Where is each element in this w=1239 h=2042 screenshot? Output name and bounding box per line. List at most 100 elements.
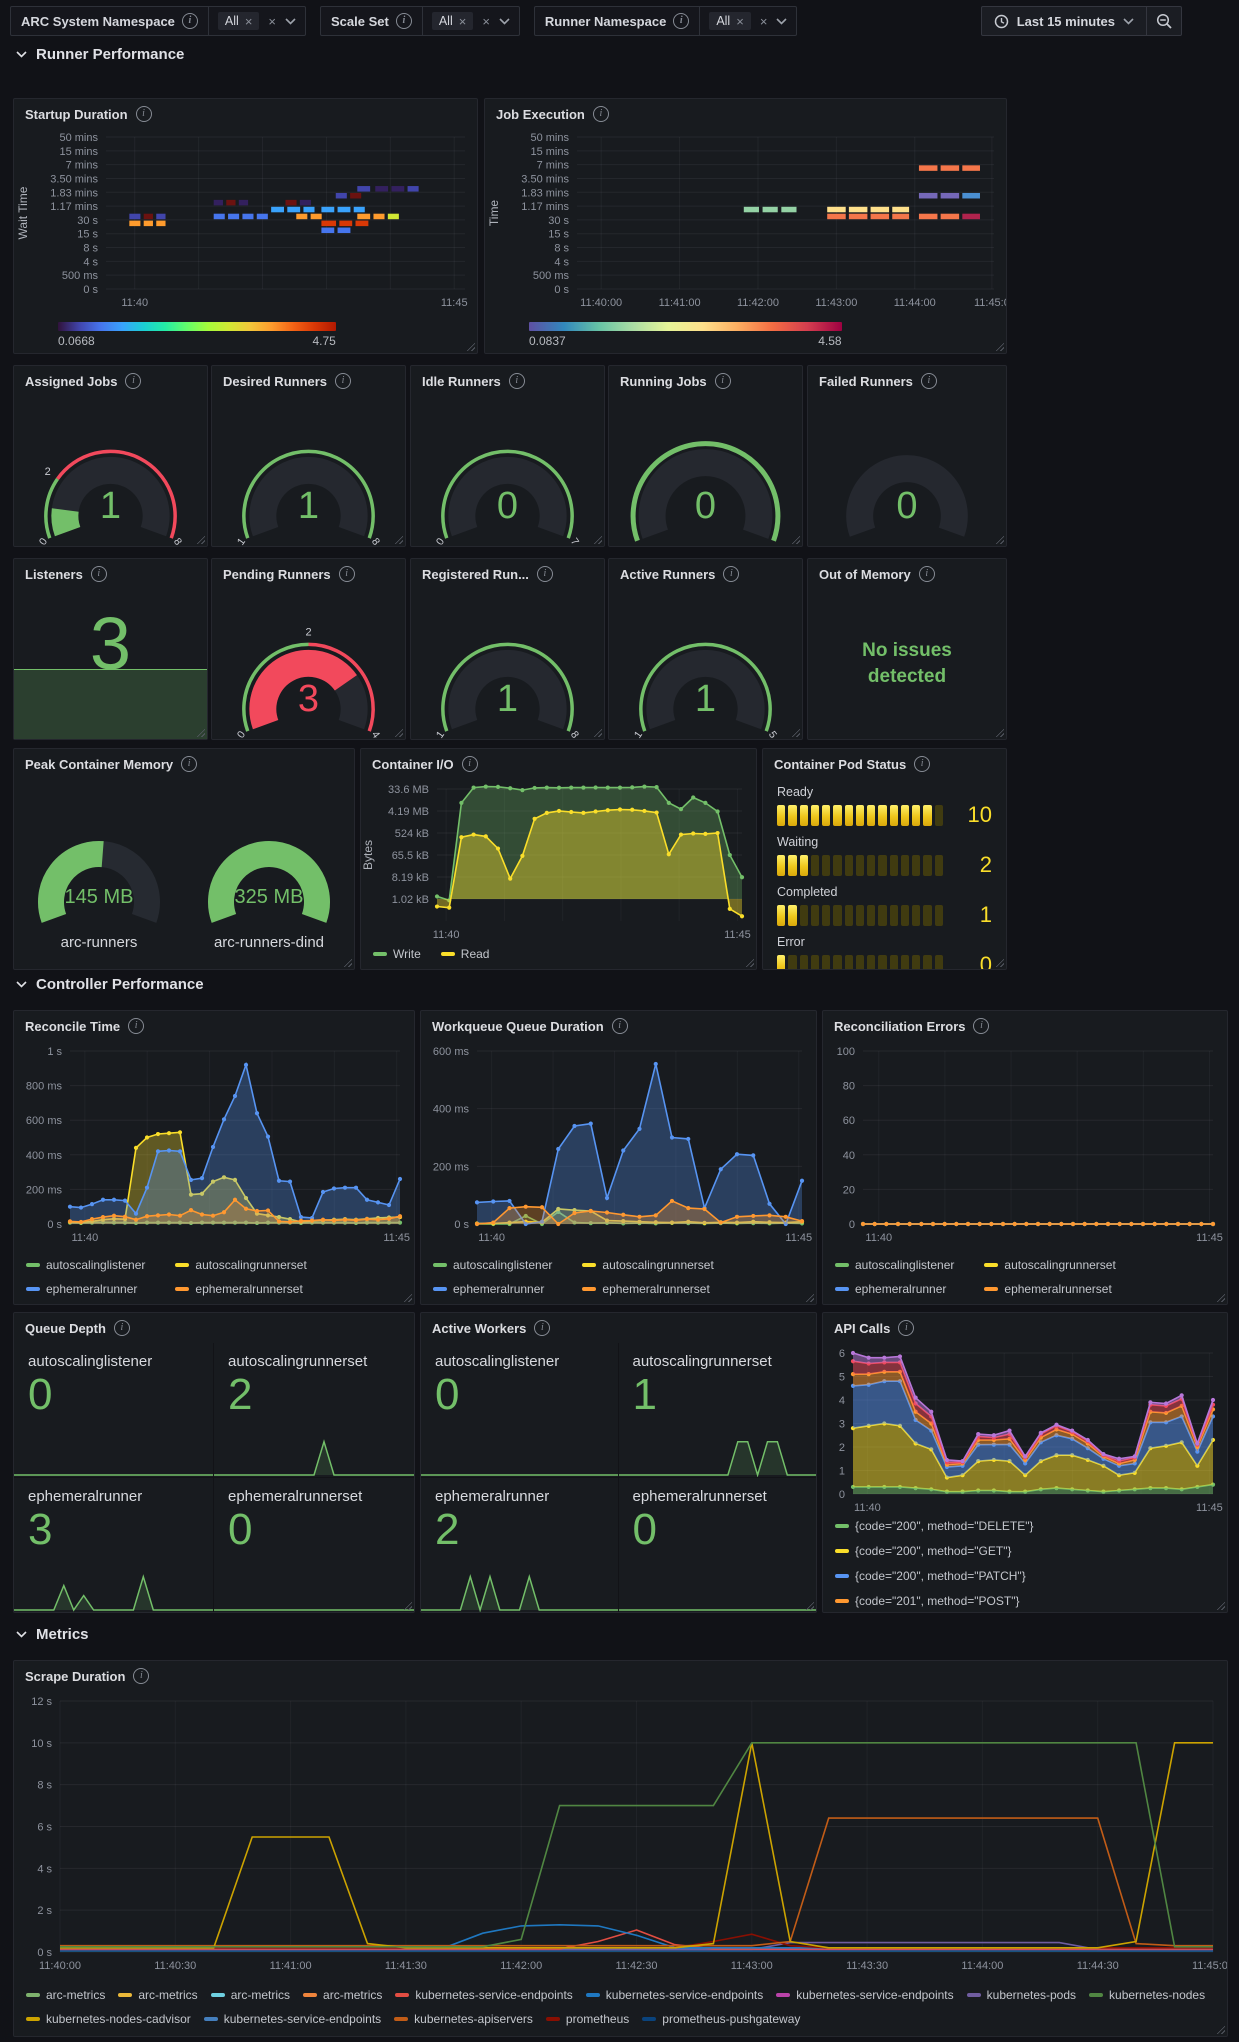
gauge[interactable]: 0 <box>609 396 802 546</box>
chart-canvas[interactable]: 600 ms 400 ms 200 ms 0 s 11:40 11:45 <box>421 1041 816 1246</box>
failed-runners-gauge[interactable]: 0 <box>808 396 1006 546</box>
startup-duration-heatmap[interactable]: 50 mins 15 mins 7 mins 3.50 mins 1.83 mins 1.… <box>14 129 477 353</box>
panel-header[interactable]: Workqueue Queue Duration i <box>421 1011 816 1041</box>
running-jobs-gauge[interactable]: 0 <box>609 396 802 546</box>
gauge[interactable]: 1 1 8 <box>212 396 405 546</box>
panel-title[interactable]: Listeners <box>25 566 83 582</box>
info-icon[interactable]: i <box>461 756 478 772</box>
chart-canvas[interactable]: 100 80 60 40 20 0 11:40 11:45 <box>823 1041 1227 1246</box>
panel-header[interactable]: Out of Memory i <box>808 559 1006 589</box>
resize-handle-icon[interactable] <box>465 341 475 351</box>
queue-depth-stats[interactable]: autoscalinglistener 0 autoscalingrunnerset… <box>14 1343 414 1612</box>
out-of-memory-stat[interactable]: No issues detected <box>808 589 1006 739</box>
info-icon[interactable]: i <box>181 756 198 772</box>
info-icon[interactable]: i <box>508 373 525 389</box>
filter-chip[interactable]: All × <box>217 12 260 30</box>
legend-item[interactable]: kubernetes-service-endpoints <box>203 2012 381 2026</box>
gauge[interactable]: 0 <box>808 396 1006 546</box>
filter-chip[interactable]: All × <box>709 12 751 30</box>
resize-handle-icon[interactable] <box>1215 1292 1225 1302</box>
registered-runners-gauge[interactable]: 1 1 8 <box>411 589 604 739</box>
job-execution-heatmap[interactable]: 50 mins 15 mins 7 mins 3.50 mins 1.83 mins 1.… <box>485 129 1006 353</box>
panel-header[interactable]: Container I/O i <box>361 749 756 779</box>
gauge[interactable]: 3 0 4 2 <box>212 589 405 739</box>
info-icon[interactable]: i <box>338 566 355 582</box>
resize-handle-icon[interactable] <box>592 534 602 544</box>
panel-header[interactable]: Pending Runners i <box>212 559 405 589</box>
info-icon[interactable]: i <box>973 1018 990 1034</box>
info-icon[interactable]: i <box>898 1320 915 1336</box>
info-icon[interactable]: i <box>920 373 937 389</box>
resize-handle-icon[interactable] <box>402 1292 412 1302</box>
legend-item[interactable]: kubernetes-service-endpoints <box>585 1988 763 2002</box>
stat-autoscalingrunnerset[interactable]: autoscalingrunnerset 2 <box>214 1343 414 1478</box>
panel-title[interactable]: Active Workers <box>432 1320 527 1336</box>
legend-item[interactable]: arc-metrics <box>118 1988 198 2002</box>
stat-ephemeralrunner[interactable]: ephemeralrunner 3 <box>14 1477 214 1612</box>
panel-header[interactable]: Registered Run... i <box>411 559 604 589</box>
panel-title[interactable]: Container Pod Status <box>774 756 907 772</box>
panel-title[interactable]: Workqueue Queue Duration <box>432 1018 604 1034</box>
resize-handle-icon[interactable] <box>994 534 1004 544</box>
bargauge-cells[interactable] <box>777 904 946 926</box>
info-icon[interactable]: i <box>592 106 609 122</box>
gauge[interactable]: 1 1 5 <box>609 589 802 739</box>
panel-title[interactable]: Scrape Duration <box>25 1668 126 1684</box>
filter-label[interactable]: ARC System Namespace i <box>10 6 209 36</box>
legend-item[interactable]: kubernetes-service-endpoints <box>395 1988 573 2002</box>
resize-handle-icon[interactable] <box>195 534 205 544</box>
panel-header[interactable]: Assigned Jobs i <box>14 366 207 396</box>
legend-item[interactable]: autoscalinglistener <box>26 1258 145 1272</box>
legend-item[interactable]: arc-metrics <box>303 1988 382 2002</box>
resize-handle-icon[interactable] <box>804 1292 814 1302</box>
info-icon[interactable]: i <box>536 566 553 582</box>
panel-title[interactable]: API Calls <box>834 1320 891 1336</box>
container-io-chart[interactable]: 33.6 MB 4.19 MB 524 kB 65.5 kB 8.19 kB 1.02 k… <box>361 779 756 969</box>
panel-title[interactable]: Pending Runners <box>223 566 331 582</box>
section-runner-performance[interactable]: Runner Performance <box>16 46 184 63</box>
legend-item[interactable]: ephemeralrunner <box>433 1282 552 1296</box>
section-metrics[interactable]: Metrics <box>16 1626 89 1643</box>
panel-title[interactable]: Reconcile Time <box>25 1018 121 1034</box>
legend-item[interactable]: kubernetes-pods <box>966 1988 1076 2002</box>
remove-icon[interactable]: × <box>736 13 744 29</box>
stat-autoscalinglistener[interactable]: autoscalinglistener 0 <box>421 1343 619 1478</box>
zoom-out-button[interactable] <box>1147 6 1182 36</box>
panel-title[interactable]: Assigned Jobs <box>25 373 118 389</box>
info-icon[interactable]: i <box>90 566 107 582</box>
panel-header[interactable]: Idle Runners i <box>411 366 604 396</box>
legend-item[interactable]: ephemeralrunner <box>835 1282 954 1296</box>
panel-header[interactable]: Scrape Duration i <box>14 1661 1227 1691</box>
panel-title[interactable]: Container I/O <box>372 756 454 772</box>
clear-icon[interactable]: × <box>759 13 768 29</box>
listeners-stat[interactable]: 3 <box>14 589 207 739</box>
panel-title[interactable]: Job Execution <box>496 106 585 122</box>
resize-handle-icon[interactable] <box>592 727 602 737</box>
legend-item[interactable]: ephemeralrunner <box>26 1282 145 1296</box>
panel-header[interactable]: Running Jobs i <box>609 366 802 396</box>
info-icon[interactable]: i <box>673 13 690 29</box>
bargauge-cells[interactable] <box>777 954 946 969</box>
panel-header[interactable]: Reconciliation Errors i <box>823 1011 1227 1041</box>
filter-label[interactable]: Runner Namespace i <box>533 6 701 36</box>
panel-title[interactable]: Startup Duration <box>25 106 128 122</box>
reconcile-time-chart[interactable]: 1 s 800 ms 600 ms 400 ms 200 ms 0 s 11:40 11:45… <box>14 1041 414 1304</box>
legend-item[interactable]: kubernetes-apiservers <box>394 2012 533 2026</box>
resize-handle-icon[interactable] <box>393 534 403 544</box>
memory-gauge[interactable]: 325 MB arc-runners-dind <box>194 808 344 951</box>
info-icon[interactable]: i <box>918 566 935 582</box>
panel-header[interactable]: Failed Runners i <box>808 366 1006 396</box>
chevron-down-icon[interactable] <box>776 17 787 25</box>
resize-handle-icon[interactable] <box>195 727 205 737</box>
api-calls-chart[interactable]: 6 5 4 3 2 1 0 11:40 11:45 {code="200", method="DE… <box>823 1343 1227 1612</box>
stat-ephemeralrunnerset[interactable]: ephemeralrunnerset 0 <box>618 1478 816 1613</box>
legend-item[interactable]: {code="200", method="DELETE"} <box>835 1519 1219 1533</box>
info-icon[interactable]: i <box>128 1018 145 1034</box>
legend-item[interactable]: kubernetes-nodes-cadvisor <box>26 2012 191 2026</box>
panel-title[interactable]: Running Jobs <box>620 373 707 389</box>
resize-handle-icon[interactable] <box>790 727 800 737</box>
time-range-picker[interactable]: Last 15 minutes <box>980 6 1147 36</box>
info-icon[interactable]: i <box>135 106 152 122</box>
